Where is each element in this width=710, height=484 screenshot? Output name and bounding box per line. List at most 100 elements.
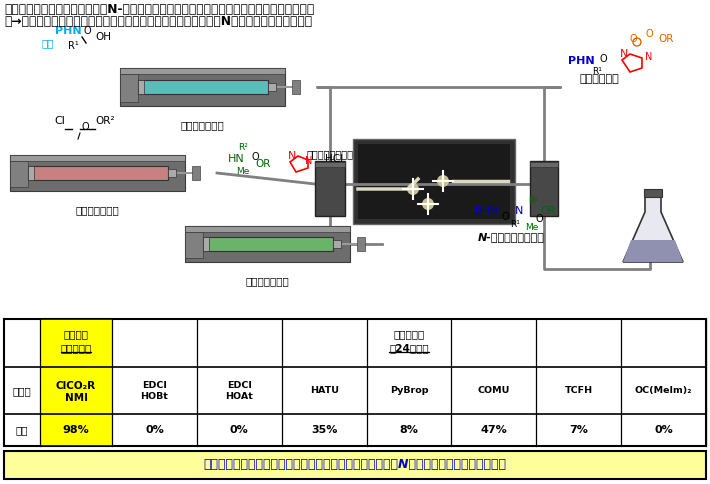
Bar [530,162,558,167]
Bar [10,161,28,187]
Text: O: O [535,214,542,224]
Text: R¹: R¹ [592,67,602,76]
Polygon shape [623,240,683,262]
Text: N-メチル化ペプチド: N-メチル化ペプチド [478,232,545,242]
Text: NMI: NMI [65,393,87,403]
Polygon shape [623,197,683,262]
Text: O: O [82,122,89,132]
Text: 反応剤: 反応剤 [13,386,31,396]
Text: 8%: 8% [400,425,418,435]
Text: R²: R² [238,143,248,152]
Bar [40,319,112,446]
Text: N: N [305,156,312,166]
Text: 既存の手法
（24時間）: 既存の手法 （24時間） [389,329,429,353]
Text: EDCI
HOBt: EDCI HOBt [141,381,168,401]
Bar [357,237,365,251]
Bar [276,86,294,88]
Text: TCFH: TCFH [564,386,593,395]
Text: N: N [620,49,628,59]
Text: 0%: 0% [145,425,164,435]
Text: OR: OR [658,34,673,44]
Text: OR: OR [255,159,271,169]
Text: ClCO₂R: ClCO₂R [56,381,96,391]
Bar [315,161,345,216]
Text: R²: R² [528,197,538,206]
Bar [185,232,203,258]
Bar [28,166,34,180]
Text: Me: Me [525,223,538,232]
Text: O: O [252,152,260,162]
Bar [644,189,662,197]
Bar [185,226,350,232]
Text: N: N [645,52,652,62]
Bar [315,162,345,167]
Bar [28,166,168,180]
Text: O: O [630,34,638,44]
Text: N: N [288,151,296,161]
Text: 0%: 0% [654,425,673,435]
Text: OH: OH [95,32,111,42]
Text: O: O [600,54,608,64]
Text: O: O [502,212,510,222]
Text: O: O [645,29,652,39]
Text: OR²: OR² [95,116,114,126]
Bar [138,80,268,94]
Text: R¹: R¹ [68,41,79,51]
Text: RHN: RHN [475,206,500,216]
Text: HN: HN [228,154,245,164]
Text: 高活性中間体: 高活性中間体 [580,74,620,84]
Circle shape [437,175,449,187]
Text: COMU: COMU [478,386,510,395]
Text: 98%: 98% [62,425,89,435]
Text: 35%: 35% [311,425,337,435]
Text: →本研究：高活性中間体を経由し、副反応を抑えつつ短時間でN－メチル化ペプチド合成: →本研究：高活性中間体を経由し、副反応を抑えつつ短時間でN－メチル化ペプチド合成 [4,15,312,28]
Text: 7%: 7% [569,425,588,435]
Text: シリンジポンプ: シリンジポンプ [246,276,290,286]
Bar [341,243,359,245]
Bar [203,237,209,251]
Bar [120,68,285,74]
Text: O: O [83,26,91,36]
Circle shape [407,183,419,195]
Bar [138,80,144,94]
Text: マイクロミキサー: マイクロミキサー [307,149,354,159]
Bar [292,80,300,94]
Text: シリンジポンプ: シリンジポンプ [76,205,119,215]
Bar [353,139,515,224]
Text: OC(MeIm)₂: OC(MeIm)₂ [635,386,692,395]
Text: EDCI
HOAt: EDCI HOAt [225,381,253,401]
Bar [333,240,341,248]
Text: Cl: Cl [54,116,65,126]
Text: OR: OR [540,206,555,216]
Bar [185,226,350,262]
Bar [120,68,285,106]
Text: 塩基: 塩基 [42,38,55,48]
Bar [10,155,185,191]
Bar [530,161,558,216]
Text: PyBrop: PyBrop [390,386,428,395]
Text: 0%: 0% [230,425,248,435]
Text: 開発手法
（２時間）: 開発手法 （２時間） [60,329,92,353]
Text: 収率: 収率 [16,425,28,435]
Text: N: N [515,206,523,216]
Bar [358,144,510,219]
Bar [192,166,200,180]
Bar [168,169,176,177]
Bar [10,155,185,161]
Bar [268,83,276,91]
Bar [0,26,710,316]
Bar [203,237,333,251]
Text: シリンジポンプ: シリンジポンプ [180,120,224,130]
Text: これまでの問題：反応性の低いN-メチルアミノ酸を高収率・短時間で連結する手法がない。: これまでの問題：反応性の低いN-メチルアミノ酸を高収率・短時間で連結する手法がな… [4,3,315,16]
Bar [4,319,706,446]
Text: フロー合成法を駆使し、既存の手法より高収率・短時間でN－メチル化ペプチド合成達成: フロー合成法を駆使し、既存の手法より高収率・短時間でN－メチル化ペプチド合成達成 [204,458,506,471]
Text: HATU: HATU [310,386,339,395]
Text: Me: Me [236,167,249,176]
Bar [4,451,706,479]
Circle shape [422,198,434,210]
Text: R¹: R¹ [510,220,520,229]
Bar [176,172,194,174]
Text: HCl: HCl [325,154,343,164]
Bar [120,74,138,102]
Text: PHN: PHN [568,56,595,66]
